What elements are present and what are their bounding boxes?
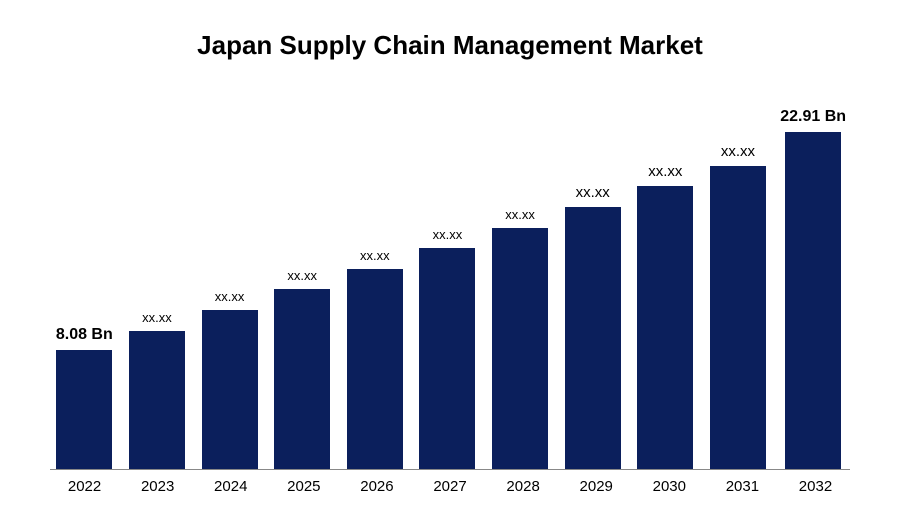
bar-label: xx.xx [576, 184, 610, 201]
bar [419, 248, 475, 469]
bar [202, 310, 258, 469]
bar-label: xx.xx [505, 207, 535, 222]
chart-area: 8.08 Bn xx.xx xx.xx xx.xx xx.xx xx.xx xx.xx xx.… [30, 101, 870, 495]
x-axis-label: 2030 [639, 478, 700, 495]
bars-container: 8.08 Bn xx.xx xx.xx xx.xx xx.xx xx.xx xx.xx xx.… [50, 101, 850, 470]
x-axis-label: 2022 [54, 478, 115, 495]
bar [710, 166, 766, 469]
bar-label: xx.xx [360, 248, 390, 263]
bar-wrapper: xx.xx [490, 101, 551, 469]
bar [565, 207, 621, 469]
bar-wrapper: 8.08 Bn [54, 101, 115, 469]
bar [129, 331, 185, 469]
bar [637, 186, 693, 469]
bar-label: xx.xx [142, 310, 172, 325]
bar-wrapper: xx.xx [127, 101, 188, 469]
bar-label: xx.xx [721, 143, 755, 160]
bar-label: xx.xx [215, 289, 245, 304]
bar [492, 228, 548, 469]
x-axis-label: 2026 [346, 478, 407, 495]
x-axis: 2022 2023 2024 2025 2026 2027 2028 2029 2030 2031… [50, 478, 850, 495]
x-axis-label: 2029 [566, 478, 627, 495]
bar-label: xx.xx [433, 227, 463, 242]
x-axis-label: 2023 [127, 478, 188, 495]
bar-wrapper: xx.xx [199, 101, 260, 469]
bar-label: xx.xx [287, 268, 317, 283]
bar-label: 22.91 Bn [780, 108, 846, 126]
chart-title: Japan Supply Chain Management Market [30, 30, 870, 61]
bar [785, 132, 841, 469]
x-axis-label: 2024 [200, 478, 261, 495]
bar-wrapper: 22.91 Bn [780, 101, 846, 469]
bar-wrapper: xx.xx [635, 101, 696, 469]
x-axis-label: 2027 [419, 478, 480, 495]
bar-label: 8.08 Bn [56, 326, 113, 344]
bar-wrapper: xx.xx [562, 101, 623, 469]
x-axis-label: 2031 [712, 478, 773, 495]
bar-wrapper: xx.xx [417, 101, 478, 469]
x-axis-label: 2032 [785, 478, 846, 495]
bar-wrapper: xx.xx [708, 101, 769, 469]
x-axis-label: 2028 [493, 478, 554, 495]
bar-label: xx.xx [648, 163, 682, 180]
bar [274, 289, 330, 469]
bar [56, 350, 112, 469]
bar [347, 269, 403, 469]
bar-wrapper: xx.xx [345, 101, 406, 469]
x-axis-label: 2025 [273, 478, 334, 495]
bar-wrapper: xx.xx [272, 101, 333, 469]
